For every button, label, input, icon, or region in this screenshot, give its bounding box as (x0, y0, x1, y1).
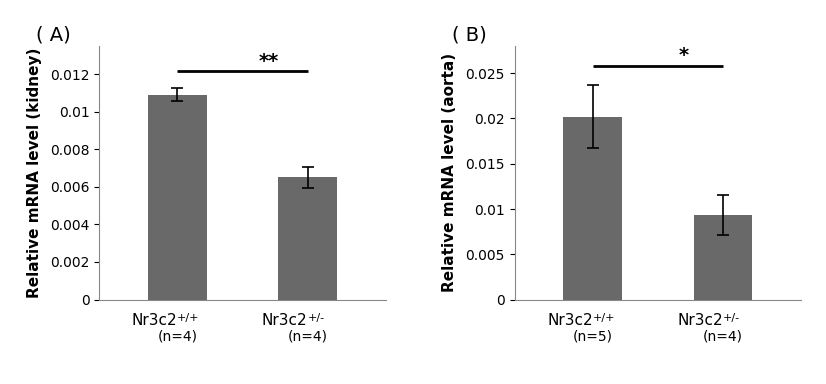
Text: Nr3c2: Nr3c2 (131, 313, 178, 328)
Text: Nr3c2: Nr3c2 (262, 313, 307, 328)
Bar (694, 215, 752, 300)
Text: +/+: +/+ (593, 313, 615, 323)
Text: (n=4): (n=4) (287, 330, 328, 344)
Bar (278, 177, 337, 300)
Text: Nr3c2: Nr3c2 (547, 313, 593, 328)
Text: **: ** (259, 52, 278, 71)
Text: +/-: +/- (723, 313, 740, 323)
Text: ( B): ( B) (452, 26, 487, 45)
Text: +/+: +/+ (178, 313, 200, 323)
Y-axis label: Relative mRNA level (aorta): Relative mRNA level (aorta) (442, 53, 457, 292)
Text: +/-: +/- (307, 313, 325, 323)
Text: (n=4): (n=4) (703, 330, 743, 344)
Text: (n=5): (n=5) (572, 330, 613, 344)
Text: (n=4): (n=4) (157, 330, 197, 344)
Text: ( A): ( A) (36, 26, 71, 45)
Bar (148, 95, 206, 300)
Text: *: * (679, 46, 689, 65)
Y-axis label: Relative mRNA level (kidney): Relative mRNA level (kidney) (26, 48, 41, 298)
Bar (563, 117, 622, 300)
Text: Nr3c2: Nr3c2 (677, 313, 723, 328)
